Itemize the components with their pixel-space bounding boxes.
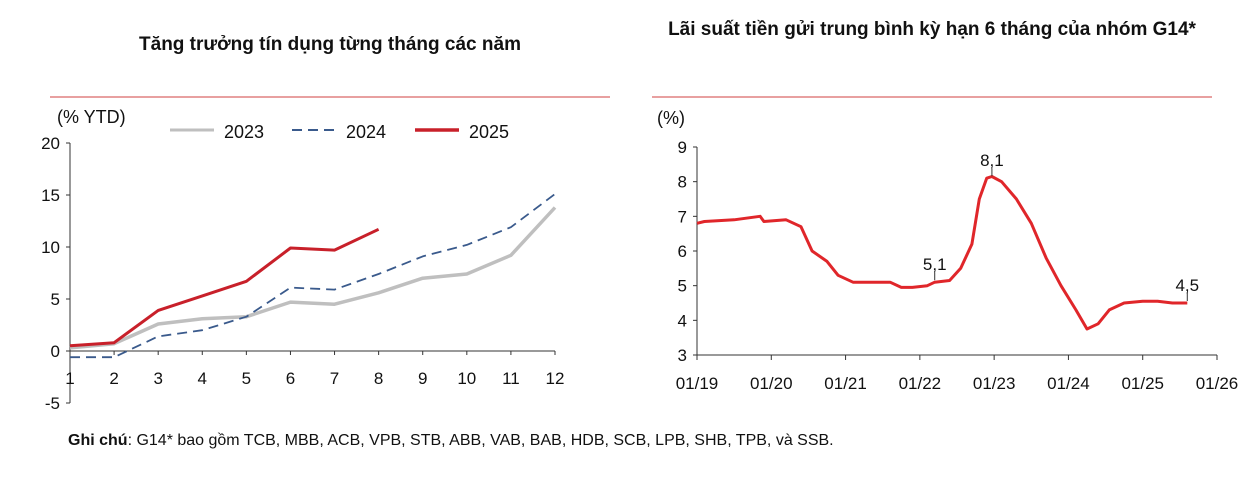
right-x-tick-label: 01/25: [1121, 374, 1164, 393]
series-line-2023: [69, 206, 557, 350]
right-x-tick-label: 01/22: [899, 374, 942, 393]
right-y-tick-label: 8: [678, 173, 687, 192]
left-x-tick-label: 3: [153, 369, 162, 388]
left-x-tick-label: 10: [457, 369, 476, 388]
right-y-axis-label: (%): [657, 108, 685, 128]
left-y-tick-label: 0: [51, 342, 60, 361]
right-y-tick-label: 7: [678, 207, 687, 226]
annotation-label: 4,5: [1175, 276, 1199, 295]
left-x-tick-label: 5: [242, 369, 251, 388]
legend-label-2023: 2023: [224, 122, 264, 142]
left-x-tick-label: 1: [65, 369, 74, 388]
footnote: Ghi chú: G14* bao gồm TCB, MBB, ACB, VPB…: [68, 432, 834, 450]
right-y-tick-label: 3: [678, 346, 687, 365]
left-x-tick-label: 4: [198, 369, 207, 388]
chart-title-credit-growth: Tăng trưởng tín dụng từng tháng các năm: [139, 34, 521, 55]
left-x-tick-label: 11: [502, 369, 520, 388]
right-x-tick-label: 01/19: [676, 374, 719, 393]
annotation-label: 5,1: [923, 255, 947, 274]
left-y-tick-label: 10: [41, 238, 60, 257]
left-x-tick-label: 12: [546, 369, 565, 388]
right-x-tick-label: 01/24: [1047, 374, 1090, 393]
series-line-g14: [696, 175, 1188, 331]
title-divider-right: [652, 96, 1212, 98]
right-x-tick-label: 01/20: [750, 374, 793, 393]
right-x-tick-label: 01/23: [973, 374, 1016, 393]
legend-label-2024: 2024: [346, 122, 386, 142]
left-x-tick-label: 9: [418, 369, 427, 388]
title-divider-left: [50, 96, 610, 98]
series-line-2024: [70, 193, 556, 359]
right-x-tick-label: 01/21: [824, 374, 867, 393]
left-x-tick-label: 7: [330, 369, 339, 388]
left-y-axis-label: (% YTD): [57, 107, 126, 127]
right-y-tick-label: 4: [678, 311, 687, 330]
left-y-tick-label: 5: [51, 290, 60, 309]
series-line-2025: [69, 227, 380, 348]
annotation-label: 8,1: [980, 151, 1004, 170]
right-y-tick-label: 6: [678, 242, 687, 261]
left-x-tick-label: 2: [109, 369, 118, 388]
right-y-tick-label: 9: [678, 138, 687, 157]
right-x-tick-label: 01/26: [1196, 374, 1239, 393]
legend-label-2025: 2025: [469, 122, 509, 142]
right-y-tick-label: 5: [678, 277, 687, 296]
left-x-tick-label: 6: [286, 369, 295, 388]
footnote-text: : G14* bao gồm TCB, MBB, ACB, VPB, STB, …: [127, 432, 834, 449]
left-y-tick-label: -5: [45, 394, 60, 413]
chart-title-deposit-rate: Lãi suất tiền gửi trung bình kỳ hạn 6 th…: [668, 19, 1196, 40]
footnote-label: Ghi chú: [68, 432, 128, 449]
left-y-tick-label: 15: [41, 186, 60, 205]
left-y-tick-label: 20: [41, 134, 60, 153]
left-x-tick-label: 8: [374, 369, 383, 388]
